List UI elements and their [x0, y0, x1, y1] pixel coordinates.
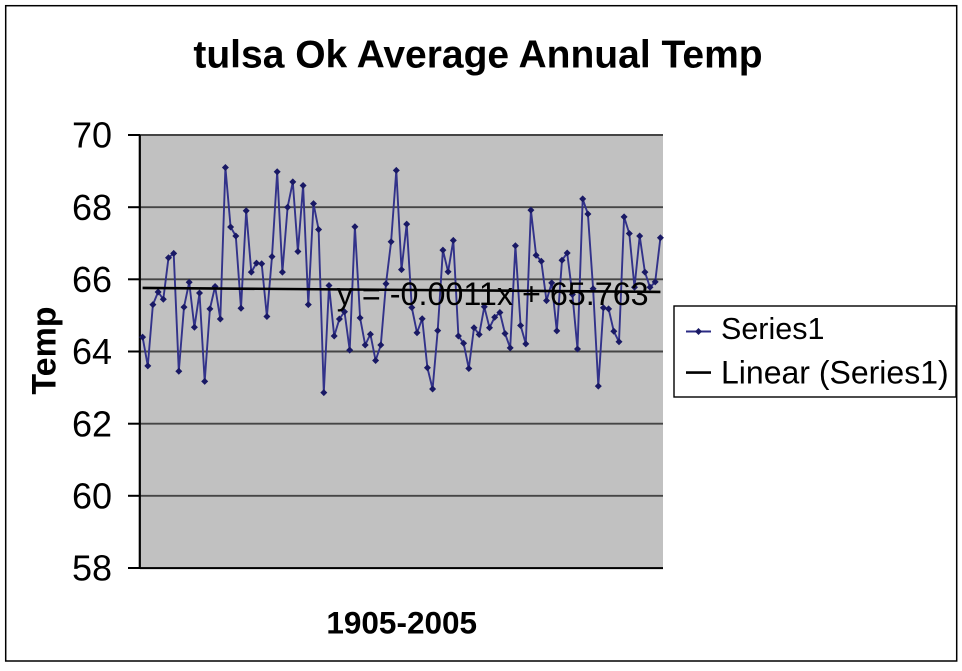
svg-text:68: 68 — [72, 187, 112, 228]
svg-text:tulsa Ok Average Annual Temp: tulsa Ok Average Annual Temp — [193, 34, 762, 77]
svg-text:Temp: Temp — [26, 306, 64, 394]
svg-text:y = -0.0011x + 65.763: y = -0.0011x + 65.763 — [337, 276, 649, 312]
svg-text:64: 64 — [72, 331, 112, 372]
svg-text:66: 66 — [72, 259, 112, 300]
svg-text:62: 62 — [72, 403, 112, 444]
svg-text:Linear (Series1): Linear (Series1) — [721, 355, 949, 391]
svg-text:70: 70 — [72, 115, 112, 156]
svg-text:1905-2005: 1905-2005 — [326, 605, 477, 641]
svg-text:Series1: Series1 — [721, 312, 824, 346]
svg-text:58: 58 — [72, 548, 112, 589]
svg-text:60: 60 — [72, 476, 112, 517]
